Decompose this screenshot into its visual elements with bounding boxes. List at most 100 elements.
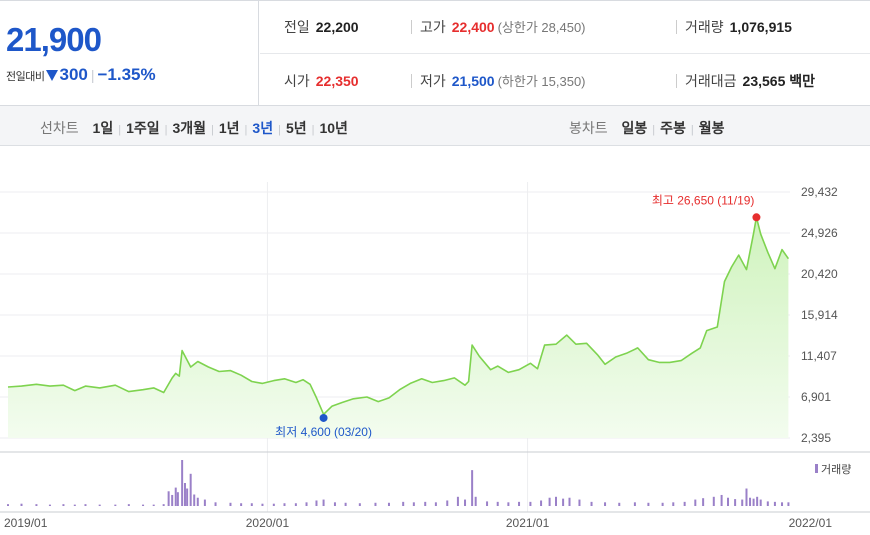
volume-bar [787, 502, 790, 506]
x-tick-label: 2019/01 [4, 516, 48, 530]
amount-label: 거래대금 [685, 73, 737, 89]
volume-bar [734, 499, 737, 506]
divider [411, 74, 412, 88]
low-label: 저가 [420, 73, 446, 89]
price-area [8, 217, 789, 438]
y-tick-label: 2,395 [801, 431, 831, 445]
prev-close-stat: 전일 22,200 [284, 17, 359, 37]
amount-stat: 거래대금 23,565 백만 [685, 71, 815, 91]
y-tick-label: 29,432 [801, 185, 838, 199]
divider: | [211, 124, 214, 136]
volume-bar [773, 501, 776, 506]
low-value: 21,500 [451, 73, 495, 89]
line-period-button-1[interactable]: 1일 [92, 120, 114, 136]
volume-bar [142, 504, 145, 506]
divider [411, 20, 412, 34]
volume-bar [315, 500, 318, 506]
volume-bar [193, 494, 196, 506]
volume-bar [250, 503, 253, 506]
y-tick-label: 20,420 [801, 267, 838, 281]
y-tick-label: 11,407 [801, 349, 837, 363]
volume-bar [152, 504, 155, 506]
volume-bar [474, 496, 477, 506]
volume-bar [548, 497, 551, 506]
volume-bar [272, 503, 275, 506]
volume-legend-swatch [815, 464, 818, 473]
volume-bar [333, 502, 336, 506]
y-tick-label: 15,914 [801, 308, 838, 322]
change-label: 전일대비 [6, 71, 45, 83]
divider: | [311, 124, 315, 136]
volume-bar [540, 500, 543, 506]
volume-bar [261, 503, 264, 506]
volume-bar [358, 503, 361, 506]
volume-label: 거래량 [685, 19, 724, 35]
candle-chart-label: 봉차트 [569, 120, 608, 136]
volume-bar [189, 473, 192, 506]
volume-bar [507, 502, 510, 506]
volume-bar [322, 499, 325, 506]
x-tick-label: 2022/01 [789, 516, 833, 530]
prev-close-value: 22,200 [315, 19, 359, 35]
volume-bar [745, 488, 748, 506]
volume-bar [214, 502, 217, 506]
line-period-button-7[interactable]: 10년 [319, 120, 348, 136]
volume-bar [741, 499, 744, 506]
line-period-button-5[interactable]: 3년 [252, 120, 274, 136]
volume-bar [471, 470, 474, 506]
volume-bar [203, 499, 206, 506]
low-marker [319, 413, 328, 422]
volume-bar [424, 501, 427, 506]
volume-bar [98, 504, 101, 506]
volume-bar [712, 496, 715, 506]
high-annotation: 최고 26,650 (11/19) [652, 193, 755, 207]
volume-bar [186, 488, 189, 506]
line-period-button-6[interactable]: 5년 [285, 120, 307, 136]
line-period-button-3[interactable]: 3개월 [172, 120, 207, 136]
volume-bar [167, 491, 170, 506]
candle-period-button-3[interactable]: 월봉 [698, 120, 725, 136]
volume-bar [694, 499, 697, 506]
volume-bar [344, 502, 347, 506]
change-value: 300 [59, 65, 88, 84]
volume-bar [35, 504, 38, 506]
volume-bar [578, 499, 581, 506]
volume-bar [84, 504, 87, 506]
volume-bar [756, 496, 759, 506]
volume-bar [486, 501, 489, 506]
quote-header: 21,900 전일대비 300 | −1.35% 전일 22,200 고가 22,400(… [0, 0, 870, 106]
price-chart-svg: 29,432 24,926 20,420 15,914 11,407 6,901 2,395… [0, 182, 870, 530]
volume-bar [387, 502, 390, 506]
volume-bar [727, 497, 730, 506]
volume-bar [374, 502, 377, 506]
volume-bar [183, 483, 186, 506]
upper-limit: (상한가 28,450) [497, 20, 586, 35]
volume-bar [604, 502, 607, 506]
line-period-button-2[interactable]: 1주일 [126, 120, 160, 136]
change-row: 전일대비 300 | −1.35% [6, 65, 156, 85]
high-label: 고가 [420, 19, 446, 35]
period-toolbar: 선차트 1일 | 1주일 | 3개월 | 1년 | 3년 | 5년 | 10년 봉차트 일봉 | 주봉 | 월봉 [0, 106, 870, 146]
volume-bar [20, 503, 23, 506]
line-period-button-4[interactable]: 1년 [218, 120, 240, 136]
x-tick-label: 2020/01 [246, 516, 290, 530]
volume-bar [181, 460, 184, 506]
volume-bar [294, 503, 297, 506]
down-triangle-icon [46, 70, 59, 81]
volume-bar [590, 501, 593, 506]
high-marker [752, 213, 761, 222]
volume-bar [402, 501, 405, 506]
divider [676, 20, 677, 34]
candle-period-button-2[interactable]: 주봉 [660, 120, 686, 136]
volume-bar [618, 502, 621, 506]
volume-bar [114, 504, 117, 506]
divider: | [244, 124, 248, 136]
volume-bar [456, 496, 459, 506]
volume-bar [283, 503, 286, 506]
volume-bar [496, 501, 499, 506]
volume-bar [464, 499, 467, 506]
volume-bar [752, 498, 755, 506]
candle-period-button-1[interactable]: 일봉 [621, 120, 648, 136]
volume-bar [759, 499, 762, 506]
price-chart[interactable]: 29,432 24,926 20,420 15,914 11,407 6,901 2,395… [0, 146, 870, 535]
